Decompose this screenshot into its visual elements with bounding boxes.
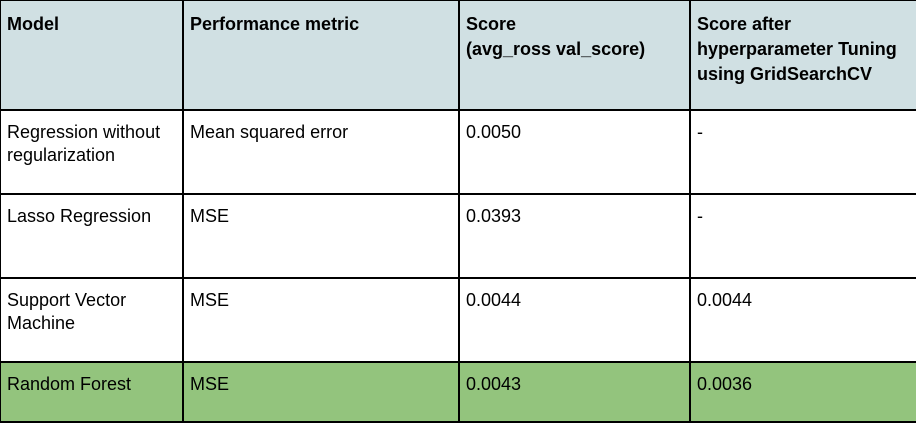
table-row: Lasso Regression MSE 0.0393 - bbox=[0, 193, 916, 279]
cell-metric: Mean squared error bbox=[182, 109, 460, 195]
header-model: Model bbox=[0, 0, 184, 111]
header-score: Score (avg_ross val_score) bbox=[458, 0, 691, 111]
cell-score: 0.0043 bbox=[458, 361, 691, 423]
table-row: Support Vector Machine MSE 0.0044 0.0044 bbox=[0, 277, 916, 363]
header-score-after-tuning: Score after hyperparameter Tuning using … bbox=[689, 0, 916, 111]
table-row-highlighted: Random Forest MSE 0.0043 0.0036 bbox=[0, 361, 916, 423]
cell-score: 0.0393 bbox=[458, 193, 691, 279]
table-row: Regression without regularization Mean s… bbox=[0, 109, 916, 195]
cell-metric: MSE bbox=[182, 193, 460, 279]
cell-score: 0.0050 bbox=[458, 109, 691, 195]
cell-tuned-score: 0.0044 bbox=[689, 277, 916, 363]
cell-metric: MSE bbox=[182, 277, 460, 363]
cell-score: 0.0044 bbox=[458, 277, 691, 363]
cell-model: Regression without regularization bbox=[0, 109, 184, 195]
cell-tuned-score: 0.0036 bbox=[689, 361, 916, 423]
cell-model: Random Forest bbox=[0, 361, 184, 423]
cell-metric: MSE bbox=[182, 361, 460, 423]
cell-tuned-score: - bbox=[689, 109, 916, 195]
cell-model: Lasso Regression bbox=[0, 193, 184, 279]
header-performance-metric: Performance metric bbox=[182, 0, 460, 111]
table-header-row: Model Performance metric Score (avg_ross… bbox=[0, 0, 916, 111]
cell-model: Support Vector Machine bbox=[0, 277, 184, 363]
cell-tuned-score: - bbox=[689, 193, 916, 279]
